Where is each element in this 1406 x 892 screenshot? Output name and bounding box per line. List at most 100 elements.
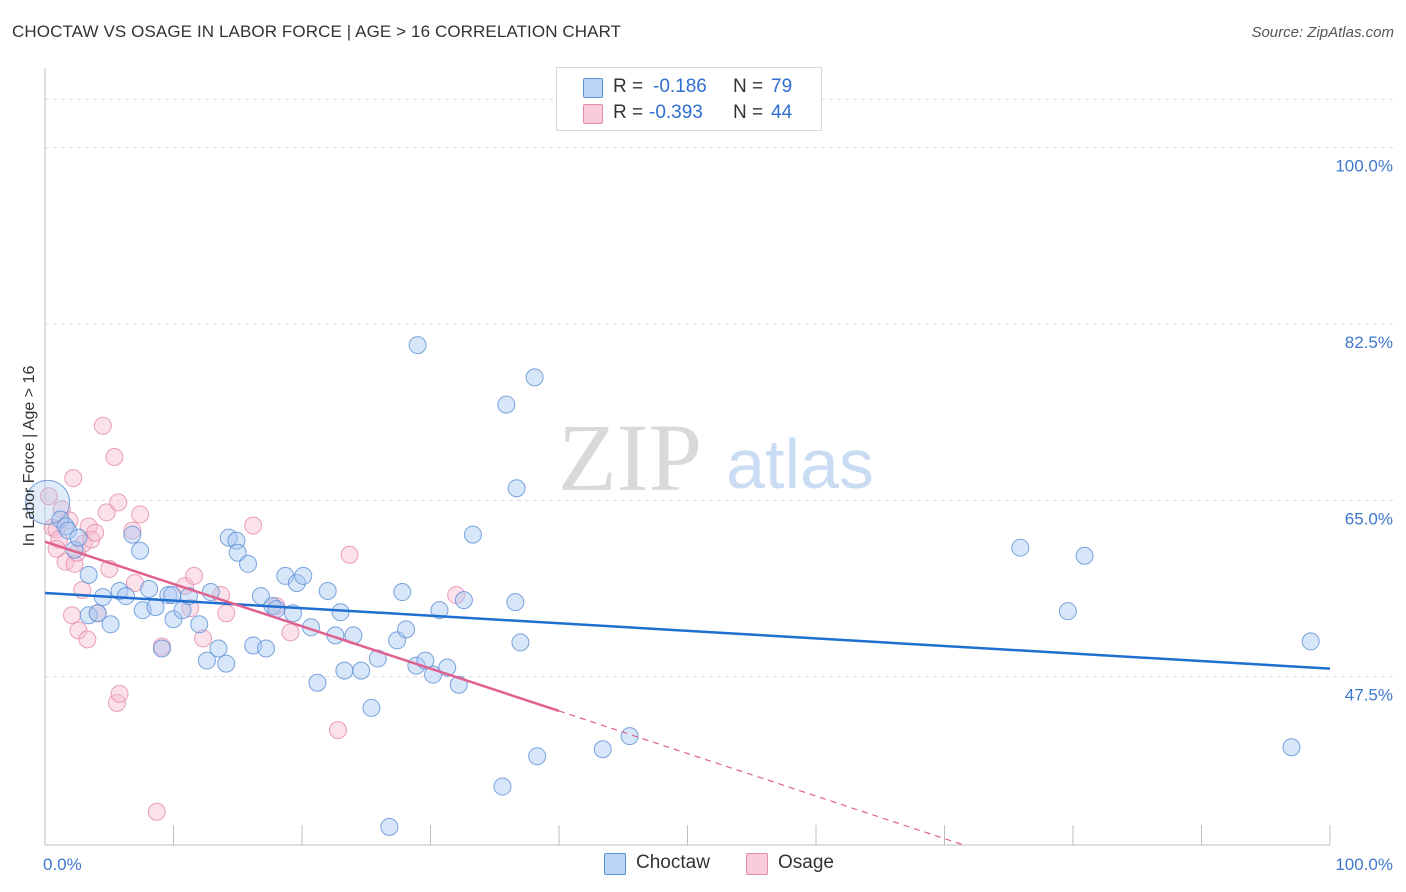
choctaw-point	[140, 580, 159, 599]
choctaw-point	[59, 521, 78, 540]
choctaw-point	[408, 336, 427, 355]
osage-point	[105, 447, 124, 466]
axes	[44, 68, 1331, 846]
choctaw-point	[201, 583, 220, 602]
osage-point	[93, 416, 112, 435]
osage-point	[62, 606, 81, 625]
watermark-zip: ZIP	[558, 404, 702, 511]
bottom-legend-label-osage: Osage	[778, 852, 834, 873]
choctaw-point	[318, 582, 337, 601]
choctaw-point	[507, 479, 526, 498]
choctaw-point	[493, 777, 512, 796]
choctaw-point	[217, 654, 236, 673]
choctaw-trend-line	[44, 591, 1331, 670]
choctaw-point	[294, 566, 313, 585]
osage-trend-line	[44, 540, 560, 713]
osage-point	[97, 503, 116, 522]
legend-n-label: N =	[733, 76, 764, 97]
osage-point	[109, 493, 128, 512]
legend-n-value-osage: 44	[771, 102, 793, 123]
choctaw-point	[25, 479, 71, 525]
choctaw-point	[79, 606, 98, 625]
choctaw-point	[131, 541, 150, 560]
y-tick-label: 65.0%	[1345, 509, 1393, 528]
osage-point	[39, 487, 58, 506]
legend-r-value-choctaw: -0.186	[653, 76, 707, 97]
choctaw-point	[525, 368, 544, 387]
choctaw-point	[1075, 546, 1094, 565]
osage-points	[39, 416, 466, 821]
y-tick-label: 47.5%	[1345, 686, 1393, 705]
legend-n-label: N =	[733, 102, 764, 123]
osage-swatch	[583, 104, 603, 124]
choctaw-point	[511, 633, 530, 652]
choctaw-point	[190, 615, 209, 634]
osage-point	[110, 684, 129, 703]
watermark: ZIP atlas	[558, 404, 874, 511]
choctaw-point	[69, 528, 88, 547]
choctaw-point	[352, 661, 371, 680]
choctaw-point	[454, 591, 473, 610]
choctaw-swatch	[604, 853, 626, 875]
osage-point	[217, 604, 236, 623]
choctaw-point	[463, 525, 482, 544]
choctaw-point	[393, 583, 412, 602]
source-label: Source: ZipAtlas.com	[1251, 24, 1394, 41]
choctaw-point	[146, 598, 165, 617]
choctaw-point	[88, 604, 107, 623]
osage-point	[64, 469, 83, 488]
legend-n-value-choctaw: 79	[771, 76, 793, 97]
choctaw-point	[497, 395, 516, 414]
choctaw-point	[308, 673, 327, 692]
legend-r-label: R =	[613, 76, 644, 97]
choctaw-point	[228, 543, 247, 562]
choctaw-point	[593, 740, 612, 759]
choctaw-point	[276, 566, 295, 585]
choctaw-point	[164, 610, 183, 629]
osage-point	[86, 523, 105, 542]
choctaw-swatch	[583, 78, 603, 98]
choctaw-point	[362, 698, 381, 717]
choctaw-point	[209, 639, 228, 658]
osage-point	[340, 545, 359, 564]
y-tick-label: 100.0%	[1335, 157, 1393, 176]
osage-point	[244, 516, 263, 535]
choctaw-point	[116, 587, 135, 606]
osage-point	[69, 621, 88, 640]
choctaw-point	[1058, 602, 1077, 621]
osage-point	[281, 623, 300, 642]
choctaw-point	[79, 565, 98, 584]
osage-point	[328, 721, 347, 740]
choctaw-point	[239, 554, 258, 573]
x-tick-label-max: 100.0%	[1335, 855, 1393, 874]
choctaw-point	[506, 593, 525, 612]
choctaw-point	[1282, 738, 1301, 757]
choctaw-point	[197, 651, 216, 670]
y-axis-label: In Labor Force | Age > 16	[21, 365, 38, 547]
bottom-legend-label-choctaw: Choctaw	[636, 852, 710, 873]
tick-labels: 47.5% 65.0% 82.5% 100.0% 0.0% 100.0%	[43, 157, 1393, 874]
choctaw-point	[1301, 632, 1320, 651]
chart-title: CHOCTAW VS OSAGE IN LABOR FORCE | AGE > …	[12, 22, 622, 41]
choctaw-point	[528, 747, 547, 766]
osage-point	[147, 802, 166, 821]
choctaw-point	[123, 525, 142, 544]
osage-trend-extension	[558, 710, 964, 846]
gridlines	[45, 98, 1393, 678]
osage-point	[78, 630, 97, 649]
legend-r-label: R =	[613, 102, 644, 123]
y-tick-label: 82.5%	[1345, 333, 1393, 352]
correlation-legend: R = -0.186 N = 79 R = -0.393 N = 44	[556, 67, 822, 131]
choctaw-point	[380, 817, 399, 836]
osage-point	[194, 629, 213, 648]
osage-point	[65, 554, 84, 573]
osage-point	[185, 566, 204, 585]
watermark-atlas: atlas	[726, 425, 874, 503]
choctaw-point	[257, 639, 276, 658]
x-tick-label-min: 0.0%	[43, 855, 82, 874]
osage-point	[123, 521, 142, 540]
legend-r-value-osage: -0.393	[649, 102, 703, 123]
choctaw-point	[152, 639, 171, 658]
choctaw-point	[397, 620, 416, 639]
